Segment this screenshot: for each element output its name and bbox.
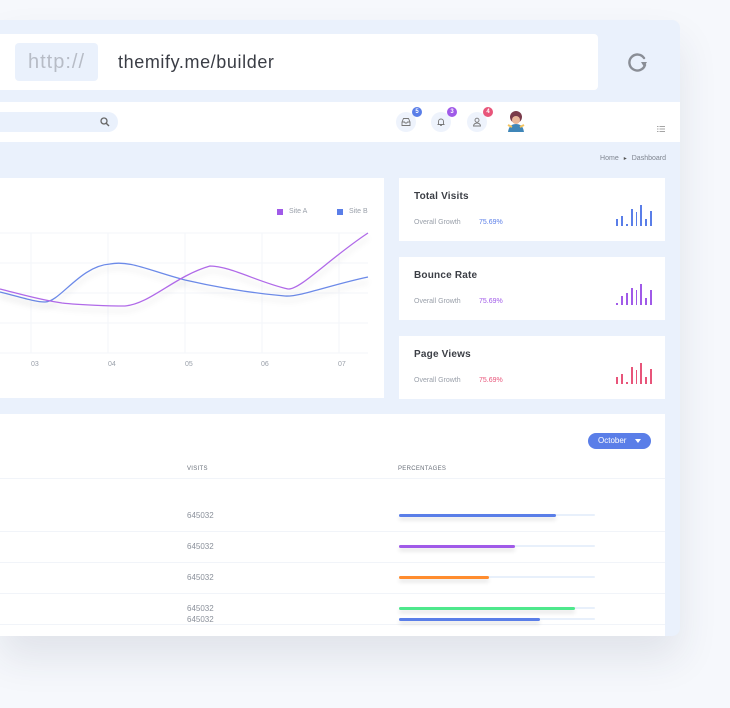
visits-value: 645032 [187,511,214,520]
stat-label: Overall Growth [414,377,461,384]
x-tick: 05 [185,361,193,368]
stat-value: 75.69% [479,298,503,305]
visits-value: 645032 [187,604,214,613]
user-icon[interactable]: 4 [467,107,493,132]
breadcrumb-current: Dashboard [631,155,666,162]
visits-value: 645032 [187,615,214,624]
month-dropdown-label: October [598,436,627,445]
url-text[interactable]: themify.me/builder [118,52,275,72]
chevron-down-icon [635,439,641,443]
progress-bar [399,513,595,517]
divider [0,562,665,563]
top-navbar: 5 3 4 [0,102,680,142]
stat-card-bounce-rate: Bounce Rate Overall Growth 75.69% [399,257,665,320]
visits-value: 645032 [187,573,214,582]
user-avatar[interactable] [506,110,526,132]
line-chart-plot [0,232,369,354]
stat-value: 75.69% [479,377,503,384]
stat-value: 75.69% [479,219,503,226]
stat-label: Overall Growth [414,298,461,305]
inbox-icon[interactable]: 5 [396,107,422,132]
x-tick: 04 [108,361,116,368]
search-input[interactable] [0,112,118,132]
progress-bar [399,617,595,621]
stat-card-page-views: Page Views Overall Growth 75.69% [399,336,665,399]
progress-bar [399,575,595,579]
mini-bar-chart [616,281,652,305]
stat-card-total-visits: Total Visits Overall Growth 75.69% [399,178,665,241]
visits-value: 645032 [187,542,214,551]
x-tick: 07 [338,361,346,368]
breadcrumb: Home ▸ Dashboard [600,155,666,162]
legend-swatch [337,208,343,215]
divider [0,531,665,532]
breadcrumb-separator-icon: ▸ [623,156,627,162]
x-tick: 03 [31,361,39,368]
month-dropdown[interactable]: October [588,433,651,449]
browser-frame: http:// themify.me/builder 5 3 4 [0,20,680,636]
progress-bar [399,606,595,610]
stat-title: Page Views [414,349,471,360]
legend-site-b[interactable]: Site B [337,208,368,215]
progress-bar [399,544,595,548]
x-tick: 06 [261,361,269,368]
column-header-percentages: PERCENTAGES [398,466,447,472]
column-header-visits: VISITS [187,466,208,472]
protocol-label: http:// [15,43,98,81]
stat-label: Overall Growth [414,219,461,226]
line-chart-card: Site A Site B [0,178,384,398]
legend-site-a[interactable]: Site A [277,208,307,215]
visits-table-card: October VISITS PERCENTAGES 645032 645032… [0,414,665,636]
mini-bar-chart [616,202,652,226]
refresh-icon[interactable] [626,50,650,74]
stat-title: Total Visits [414,191,469,202]
divider [0,624,665,625]
list-menu-icon[interactable] [657,119,665,137]
bell-icon[interactable]: 3 [431,107,457,132]
mini-bar-chart [616,360,652,384]
inbox-badge: 5 [412,107,422,117]
legend-label: Site A [289,208,308,215]
divider [0,478,665,479]
divider [0,593,665,594]
legend-label: Site B [349,208,368,215]
stat-title: Bounce Rate [414,270,478,281]
legend-swatch [277,208,283,215]
breadcrumb-home[interactable]: Home [600,155,619,162]
user-badge: 4 [483,107,493,117]
address-bar[interactable]: http:// themify.me/builder [0,34,598,90]
bell-badge: 3 [447,107,457,117]
search-icon[interactable] [100,117,110,127]
